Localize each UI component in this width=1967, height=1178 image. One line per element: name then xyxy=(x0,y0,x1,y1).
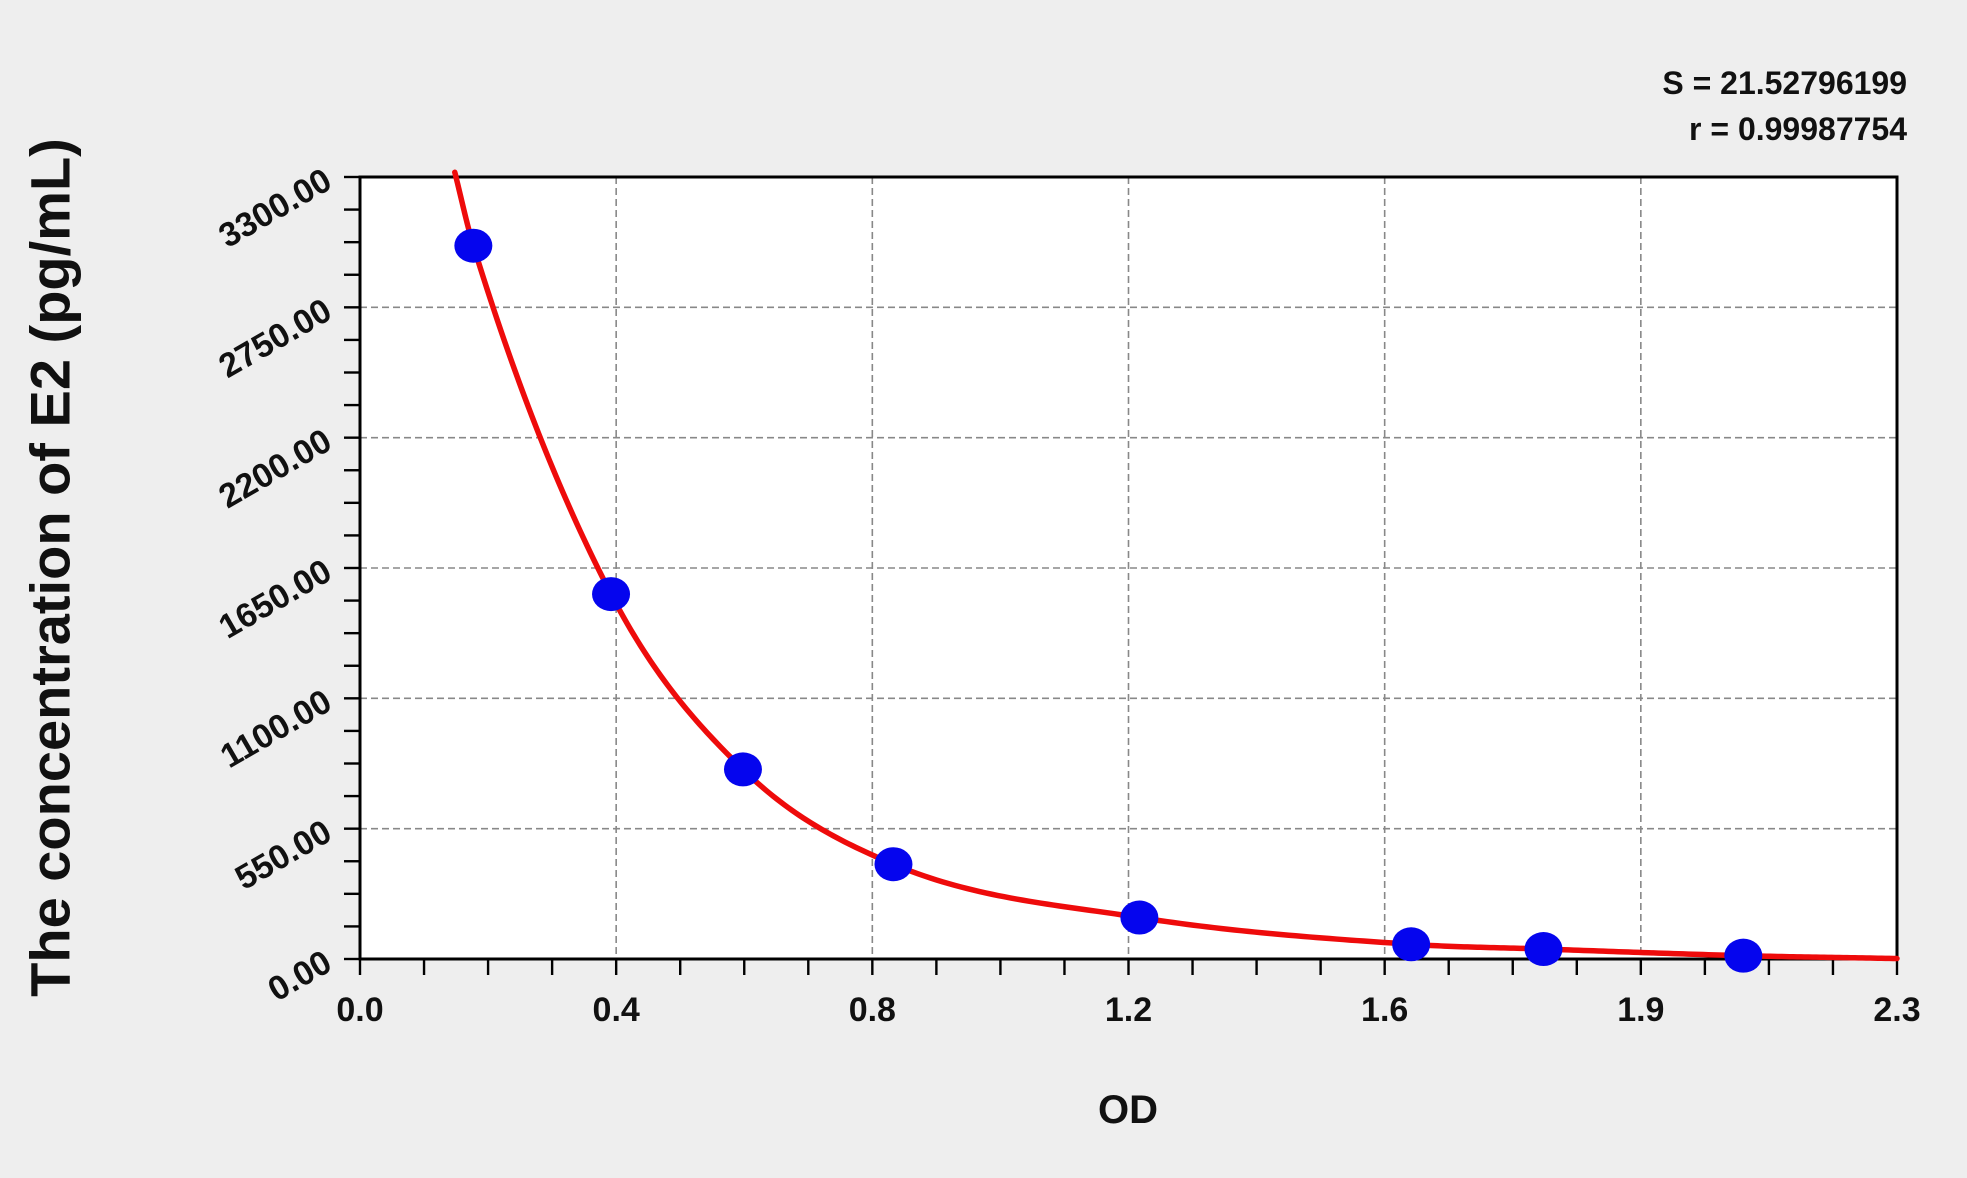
svg-text:1.9: 1.9 xyxy=(1617,991,1664,1029)
svg-text:0.4: 0.4 xyxy=(593,991,640,1029)
svg-text:1.6: 1.6 xyxy=(1361,991,1408,1029)
svg-text:1.2: 1.2 xyxy=(1105,991,1152,1029)
svg-text:0.8: 0.8 xyxy=(849,991,896,1029)
svg-text:2.3: 2.3 xyxy=(1873,991,1920,1029)
svg-text:0.0: 0.0 xyxy=(336,991,383,1029)
